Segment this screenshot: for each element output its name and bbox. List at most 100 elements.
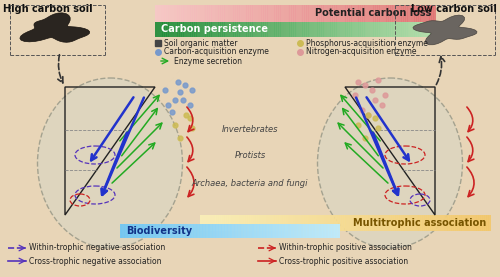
- Bar: [304, 22, 306, 37]
- Bar: [297, 22, 299, 37]
- Bar: [325, 22, 327, 37]
- Bar: [343, 215, 345, 231]
- Bar: [278, 22, 280, 37]
- Bar: [455, 215, 458, 231]
- Bar: [332, 5, 334, 22]
- Bar: [480, 215, 483, 231]
- Text: Archaea, bacteria and fungi: Archaea, bacteria and fungi: [192, 178, 308, 188]
- Bar: [240, 224, 242, 238]
- Bar: [262, 5, 264, 22]
- Bar: [465, 215, 468, 231]
- Bar: [216, 5, 219, 22]
- Bar: [262, 215, 264, 231]
- Bar: [209, 5, 212, 22]
- Bar: [194, 5, 196, 22]
- Bar: [370, 5, 372, 22]
- Bar: [302, 5, 305, 22]
- Bar: [233, 215, 235, 231]
- Bar: [314, 22, 316, 37]
- Bar: [155, 5, 158, 22]
- Bar: [200, 215, 202, 231]
- Bar: [202, 215, 204, 231]
- Bar: [309, 224, 311, 238]
- Bar: [174, 22, 176, 37]
- Bar: [222, 215, 224, 231]
- Bar: [446, 215, 448, 231]
- Bar: [432, 215, 434, 231]
- Bar: [314, 215, 316, 231]
- Bar: [220, 215, 222, 231]
- Bar: [300, 215, 303, 231]
- Bar: [306, 22, 308, 37]
- Bar: [255, 224, 257, 238]
- Bar: [297, 5, 299, 22]
- Bar: [346, 22, 348, 37]
- Bar: [379, 22, 382, 37]
- Bar: [222, 224, 224, 238]
- Bar: [288, 5, 290, 22]
- Bar: [418, 215, 421, 231]
- Bar: [157, 5, 159, 22]
- Bar: [272, 5, 275, 22]
- Bar: [144, 224, 146, 238]
- Bar: [394, 215, 396, 231]
- Bar: [402, 5, 404, 22]
- Bar: [295, 5, 298, 22]
- Bar: [226, 224, 228, 238]
- Bar: [286, 224, 288, 238]
- Bar: [186, 224, 188, 238]
- Bar: [292, 224, 294, 238]
- Bar: [306, 224, 308, 238]
- Bar: [208, 22, 210, 37]
- Bar: [327, 224, 329, 238]
- Bar: [150, 224, 152, 238]
- Bar: [288, 224, 290, 238]
- Bar: [461, 215, 464, 231]
- Bar: [166, 224, 168, 238]
- Bar: [155, 22, 158, 37]
- Bar: [300, 224, 302, 238]
- Bar: [185, 22, 187, 37]
- Bar: [206, 22, 208, 37]
- Bar: [276, 5, 278, 22]
- Bar: [266, 224, 268, 238]
- Bar: [239, 22, 242, 37]
- Bar: [237, 22, 240, 37]
- Bar: [320, 224, 322, 238]
- Bar: [330, 215, 332, 231]
- Bar: [381, 5, 383, 22]
- Bar: [220, 224, 222, 238]
- Bar: [398, 5, 400, 22]
- Bar: [182, 224, 184, 238]
- Bar: [287, 224, 289, 238]
- Bar: [204, 215, 206, 231]
- Bar: [283, 215, 286, 231]
- Bar: [271, 224, 273, 238]
- Bar: [410, 215, 413, 231]
- Bar: [208, 5, 210, 22]
- Text: Biodiversity: Biodiversity: [126, 226, 192, 236]
- Bar: [286, 22, 288, 37]
- Bar: [404, 5, 406, 22]
- Bar: [154, 224, 156, 238]
- Bar: [196, 5, 198, 22]
- Bar: [298, 5, 301, 22]
- Bar: [232, 5, 234, 22]
- Bar: [262, 224, 264, 238]
- Bar: [284, 5, 286, 22]
- Bar: [482, 215, 484, 231]
- Bar: [338, 5, 340, 22]
- Bar: [314, 5, 316, 22]
- Bar: [412, 22, 415, 37]
- Bar: [239, 224, 241, 238]
- Bar: [190, 5, 193, 22]
- Bar: [384, 22, 387, 37]
- Bar: [272, 22, 275, 37]
- Bar: [394, 22, 396, 37]
- Bar: [326, 5, 329, 22]
- Bar: [216, 224, 218, 238]
- Bar: [250, 224, 252, 238]
- Bar: [248, 215, 251, 231]
- Bar: [218, 5, 221, 22]
- Bar: [399, 215, 402, 231]
